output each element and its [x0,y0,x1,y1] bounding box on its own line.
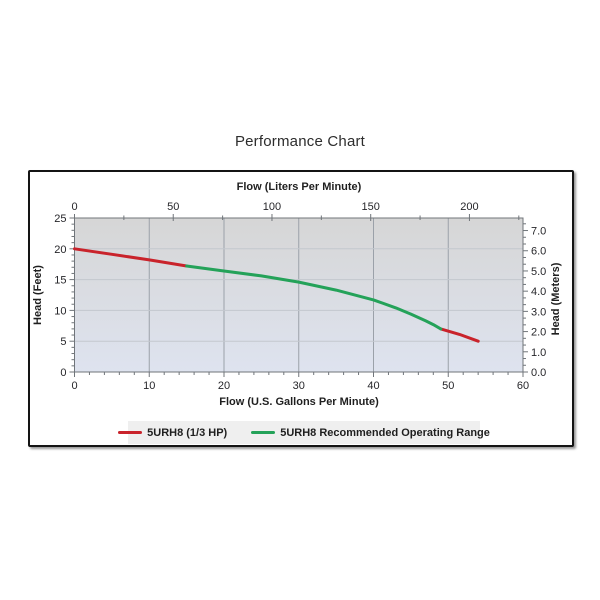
bottom-axis-tick-label: 60 [517,380,529,392]
performance-chart-plot: 0 50 100 150 200 0 10 20 30 40 50 60 0 5 10 15 20 25 0.0 1.… [54,201,546,392]
right-axis-tick-label: 6.0 [531,246,546,258]
vertical-gridlines [148,218,449,372]
top-axis-tick-label: 50 [167,201,179,213]
top-axis-tick-label: 100 [263,201,281,213]
series-0-segment-1 [439,327,480,343]
top-axis-title: Flow (Liters Per Minute) [236,181,362,193]
bottom-axis-title: Flow (U.S. Gallons Per Minute) [219,396,379,408]
left-axis-tick-label: 0 [60,367,66,379]
legend: 5URH8 (1/3 HP) 5URH8 Recommended Operati… [118,421,490,444]
right-axis-tick-label: 7.0 [531,226,546,238]
left-axis-tick-label: 20 [54,244,66,256]
bottom-axis-tick-label: 50 [442,380,454,392]
performance-chart-panel: 0 50 100 150 200 0 10 20 30 40 50 60 0 5 10 15 20 25 0.0 1.… [28,170,574,447]
series-0-segment-0 [73,247,189,268]
left-axis-title: Head (Feet) [32,265,44,325]
left-axis-tick-label: 25 [54,213,66,225]
top-axis-tick-label: 150 [362,201,380,213]
bottom-axis-tick-label: 40 [367,380,379,392]
right-axis-title: Head (Meters) [550,262,562,336]
series-1-segment-0 [185,264,443,331]
right-axis-tick-label: 2.0 [531,327,546,339]
legend-label-pump-curve: 5URH8 (1/3 HP) [147,426,228,439]
bottom-axis-tick-label: 10 [143,380,155,392]
top-axis-tick-label: 200 [460,201,478,213]
horizontal-gridlines [74,248,523,342]
bottom-axis-tick-label: 30 [293,380,305,392]
red-line-swatch [118,431,143,434]
legend-item-pump-curve: 5URH8 (1/3 HP) [118,427,227,439]
bottom-axis-tick-label: 20 [218,380,230,392]
left-axis-tick-label: 10 [54,305,66,317]
right-axis-tick-label: 3.0 [531,306,546,318]
tick-labels: 0 50 100 150 200 0 10 20 30 40 50 60 0 5 10 15 20 25 0.0 1.… [54,201,546,392]
top-axis-tick-label: 0 [71,201,77,213]
green-line-swatch [251,431,276,434]
left-axis-tick-label: 5 [60,336,66,348]
axis-ticks [69,214,528,377]
right-axis-tick-label: 0.0 [531,367,546,379]
chart-title: Performance Chart [234,133,366,150]
left-axis-tick-label: 15 [54,275,66,287]
right-axis-tick-label: 1.0 [531,347,546,359]
legend-label-operating-range: 5URH8 Recommended Operating Range [280,426,490,439]
legend-item-operating-range: 5URH8 Recommended Operating Range [251,427,490,439]
right-axis-tick-label: 5.0 [531,266,546,278]
right-axis-tick-label: 4.0 [531,286,546,298]
bottom-axis-tick-label: 0 [71,380,77,392]
